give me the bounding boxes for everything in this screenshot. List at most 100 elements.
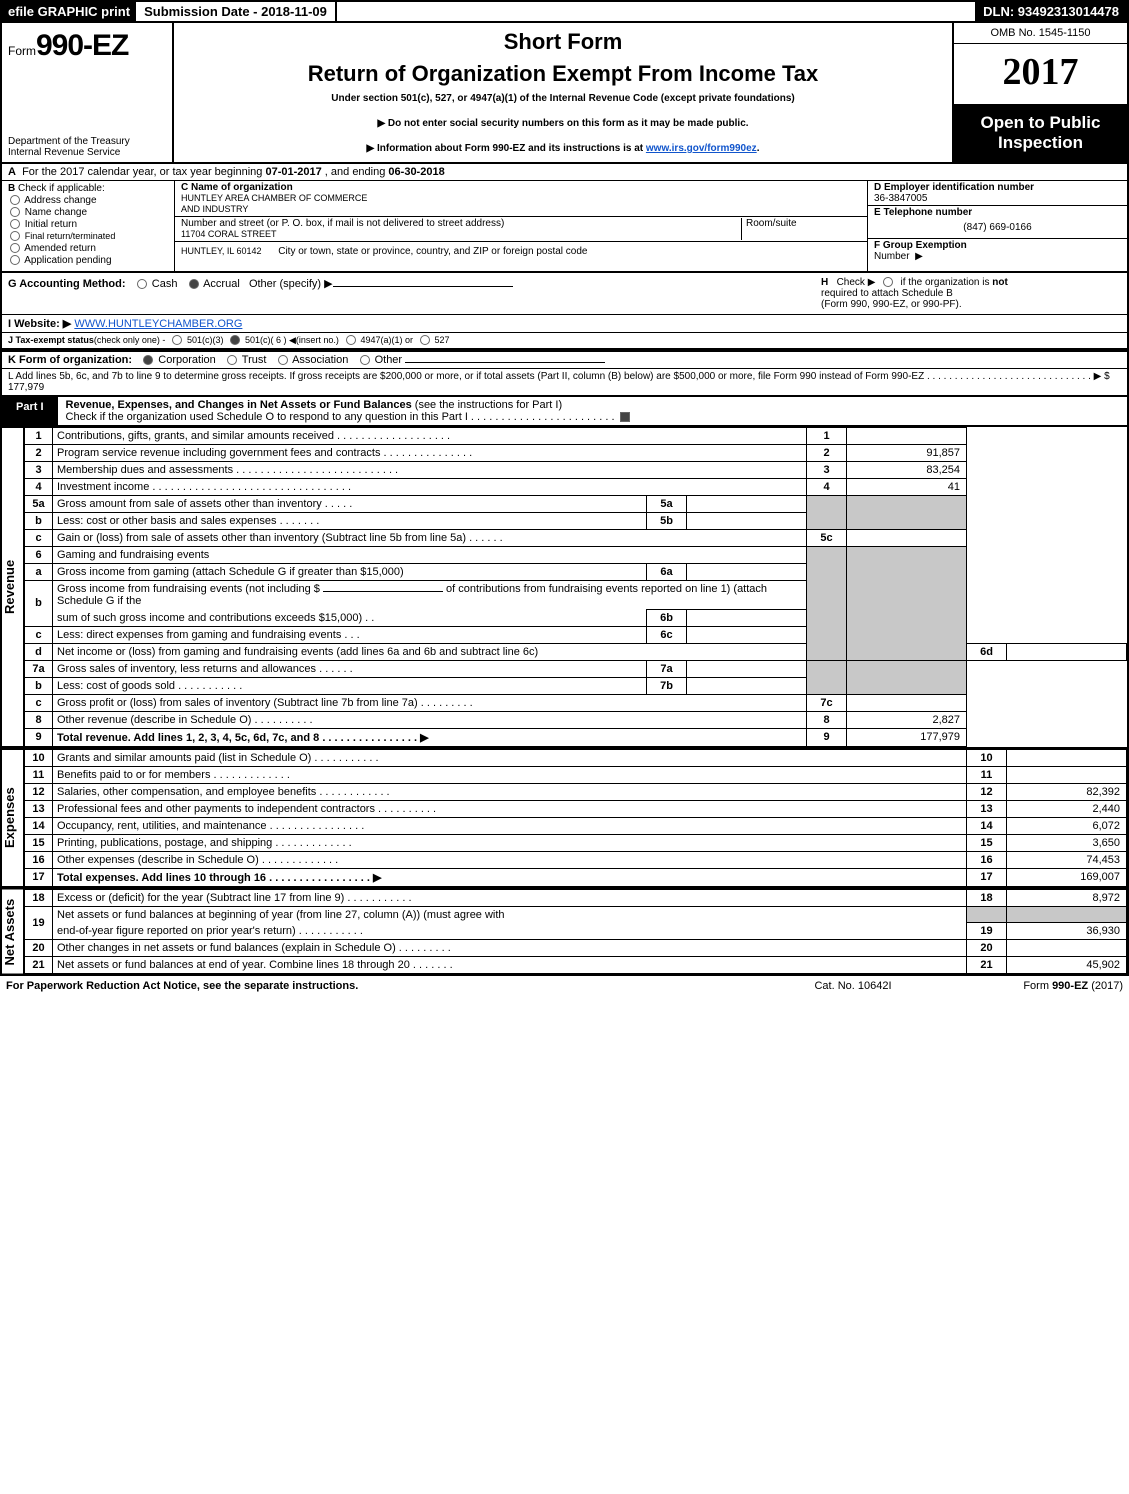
radio-527[interactable] (420, 335, 430, 345)
line-5a-midval (687, 495, 807, 512)
tax-year-row: A For the 2017 calendar year, or tax yea… (2, 164, 1127, 181)
line-7b-desc: Less: cost of goods sold . . . . . . . .… (53, 677, 647, 694)
check-applicable-col: B Check if applicable: Address change Na… (2, 181, 174, 271)
line-7b-num: b (25, 677, 53, 694)
line-5ab-rgrey (807, 495, 847, 529)
f-arrow: ▶ (915, 251, 923, 262)
line-15-desc: Printing, publications, postage, and shi… (53, 834, 967, 851)
topbar-spacer (337, 2, 975, 21)
chk-amended-return[interactable] (10, 243, 20, 253)
j-o2: 501(c)( 6 ) ◀(insert no.) (245, 335, 339, 345)
line-13-rnum: 13 (967, 800, 1007, 817)
tax-exempt-row: J Tax-exempt status(check only one) - 50… (2, 332, 1127, 348)
org-grid: B Check if applicable: Address change Na… (2, 181, 1127, 271)
form990ez-link[interactable]: www.irs.gov/form990ez (646, 143, 757, 154)
line-8: 8 Other revenue (describe in Schedule O)… (25, 711, 1127, 728)
footer-right-post: (2017) (1088, 980, 1123, 992)
radio-501c[interactable] (230, 335, 240, 345)
check-applicable-label: Check if applicable: (18, 183, 105, 194)
line-21: 21 Net assets or fund balances at end of… (25, 957, 1127, 974)
opt-initial-return: Initial return (25, 219, 77, 230)
radio-accrual[interactable] (189, 279, 199, 289)
website-link[interactable]: WWW.HUNTLEYCHAMBER.ORG (74, 318, 242, 330)
radio-corporation[interactable] (143, 355, 153, 365)
netassets-table: 18 Excess or (deficit) for the year (Sub… (24, 889, 1127, 975)
line-20: 20 Other changes in net assets or fund b… (25, 940, 1127, 957)
other-org-line[interactable] (405, 362, 605, 363)
line-7a-num: 7a (25, 660, 53, 677)
tax-year: 2017 (954, 44, 1127, 105)
k-o2: Trust (242, 354, 267, 366)
arrow-line-2: ▶ Information about Form 990-EZ and its … (180, 143, 946, 154)
line-20-desc: Other changes in net assets or fund bala… (53, 940, 967, 957)
line-3-desc: Membership dues and assessments . . . . … (53, 461, 807, 478)
open-line1: Open to Public (981, 113, 1101, 132)
line-17: 17 Total expenses. Add lines 10 through … (25, 868, 1127, 886)
form-header-right: OMB No. 1545-1150 2017 Open to Public In… (952, 23, 1127, 162)
line-7b-midbox: 7b (647, 677, 687, 694)
line-1-desc: Contributions, gifts, grants, and simila… (53, 427, 807, 444)
line-7a-midval (687, 660, 807, 677)
chk-application-pending[interactable] (10, 255, 20, 265)
chk-address-change[interactable] (10, 195, 20, 205)
j-label: J Tax-exempt status (8, 335, 94, 345)
radio-trust[interactable] (227, 355, 237, 365)
chk-final-return[interactable] (10, 231, 20, 241)
line-19-desc2: end-of-year figure reported on prior yea… (53, 923, 967, 940)
radio-cash[interactable] (137, 279, 147, 289)
dln-label: DLN: 93492313014478 (975, 2, 1127, 21)
line-14-num: 14 (25, 817, 53, 834)
chk-name-change[interactable] (10, 207, 20, 217)
arrow2-post: . (757, 143, 760, 154)
line-10-rnum: 10 (967, 749, 1007, 766)
line-6b-blank[interactable] (323, 591, 443, 592)
line-10-rval (1007, 749, 1127, 766)
line-9-rnum: 9 (807, 728, 847, 746)
line-12-num: 12 (25, 783, 53, 800)
line-7a-desc: Gross sales of inventory, less returns a… (53, 660, 647, 677)
opt-final-return: Final return/terminated (25, 231, 116, 241)
line-17-desc-b: Total expenses. Add lines 10 through 16 … (57, 872, 381, 884)
other-specify-line[interactable] (333, 286, 513, 287)
k-o3: Association (292, 354, 348, 366)
part1-schedule-o-checkbox[interactable] (620, 412, 630, 422)
line-4-rnum: 4 (807, 478, 847, 495)
radio-501c3[interactable] (172, 335, 182, 345)
line-6d-num: d (25, 643, 53, 660)
line-6b-midbox: 6b (647, 609, 687, 626)
line-10: 10 Grants and similar amounts paid (list… (25, 749, 1127, 766)
line-9-num: 9 (25, 728, 53, 746)
department-block: Department of the Treasury Internal Reve… (8, 136, 168, 158)
line-7c-num: c (25, 694, 53, 711)
part1-title-tail: (see the instructions for Part I) (415, 399, 562, 411)
line-1-rval (847, 427, 967, 444)
line-5b-desc: Less: cost or other basis and sales expe… (53, 512, 647, 529)
line-17-num: 17 (25, 868, 53, 886)
h-text3: (Form 990, 990-EZ, or 990-PF). (821, 299, 962, 310)
revenue-section: Revenue 1 Contributions, gifts, grants, … (0, 427, 1129, 749)
line-12: 12 Salaries, other compensation, and emp… (25, 783, 1127, 800)
line-5ab-rvalgrey (847, 495, 967, 529)
line-2-rnum: 2 (807, 444, 847, 461)
radio-4947[interactable] (346, 335, 356, 345)
org-mid-col: C Name of organization HUNTLEY AREA CHAM… (174, 181, 867, 271)
phone-cell: E Telephone number (847) 669-0166 (868, 206, 1127, 239)
line-6-rvalgrey (847, 546, 967, 660)
radio-association[interactable] (278, 355, 288, 365)
line-5c-rnum: 5c (807, 529, 847, 546)
taxyear-begin: 07-01-2017 (265, 166, 321, 178)
org-name-cell: C Name of organization HUNTLEY AREA CHAM… (175, 181, 867, 217)
e-label: E Telephone number (874, 207, 972, 218)
line-6d-rnum: 6d (967, 643, 1007, 660)
line-5a: 5a Gross amount from sale of assets othe… (25, 495, 1127, 512)
line-6c-desc: Less: direct expenses from gaming and fu… (53, 626, 647, 643)
line-6d-rval (1007, 643, 1127, 660)
h-checkbox[interactable] (883, 277, 893, 287)
line-3: 3 Membership dues and assessments . . . … (25, 461, 1127, 478)
radio-other-org[interactable] (360, 355, 370, 365)
expenses-section: Expenses 10 Grants and similar amounts p… (0, 749, 1129, 889)
line-6c-num: c (25, 626, 53, 643)
netassets-side-label: Net Assets (2, 889, 24, 975)
chk-initial-return[interactable] (10, 219, 20, 229)
line-19-rvalgrey (1007, 906, 1127, 923)
